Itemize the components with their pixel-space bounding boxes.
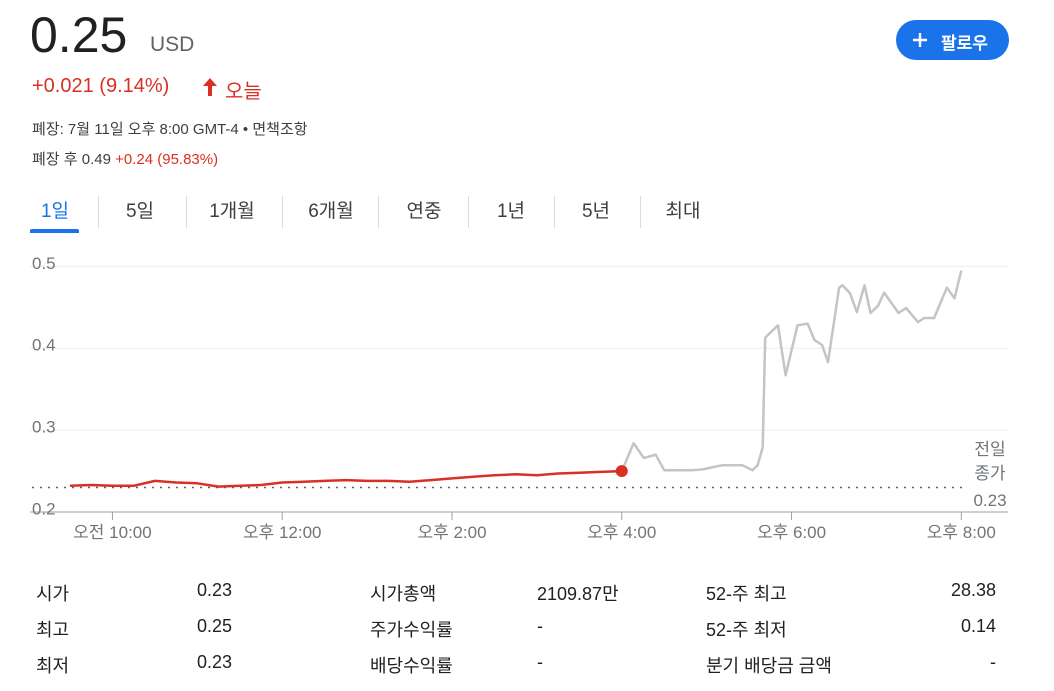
stat-label: 최고: [36, 620, 70, 640]
tab-separator: [639, 196, 641, 228]
stat-label: 52-주 최고: [706, 584, 787, 604]
y-tick-label: 0.4: [32, 336, 56, 355]
stat-value: -: [537, 616, 543, 636]
change: +0.021 (9.14%): [32, 75, 170, 97]
chart: 0.2 0.3 0.4 0.5 오전 10:00 오후 12:00 오후 2:00 오후 4:…: [30, 254, 1008, 542]
range-tab[interactable]: 5일: [125, 201, 155, 222]
stat-label: 배당수익률: [370, 656, 453, 676]
stat-label: 분기 배당금 금액: [706, 656, 832, 676]
after-hours: 폐장 후 0.49 +0.24 (95.83%): [32, 148, 218, 169]
price: 0.25: [30, 7, 128, 63]
follow-button[interactable]: 팔로우: [896, 20, 1009, 60]
stat-label: 최저: [36, 656, 70, 676]
price-line: [69, 469, 622, 488]
follow-label: 팔로우: [941, 34, 988, 53]
range-tab[interactable]: 1년: [496, 201, 526, 222]
stat-value: 0.14: [960, 616, 996, 636]
x-tick-label: 오후 8:00: [927, 523, 996, 542]
stat-label: 시가총액: [370, 584, 437, 604]
prev-close-value: 0.23: [973, 491, 1006, 510]
x-tick-label: 오후 2:00: [417, 523, 486, 542]
tab-separator: [467, 196, 469, 228]
closed-time: 폐장: 7월 11일 오후 8:00 GMT-4: [32, 121, 239, 138]
range-tab[interactable]: 1일: [40, 201, 70, 222]
prev-close-label: 종가: [974, 464, 1006, 483]
range-tab[interactable]: 연중: [406, 201, 442, 222]
stat-value: 0.23: [197, 652, 233, 672]
last-price-dot: [615, 465, 628, 478]
tab-separator: [553, 196, 555, 228]
range-tab[interactable]: 5년: [581, 201, 611, 222]
stat-value: -: [990, 652, 996, 672]
stat-value: 0.25: [197, 616, 233, 636]
y-tick-label: 0.3: [32, 418, 56, 437]
x-tick-label: 오전 10:00: [73, 523, 152, 542]
range-tab[interactable]: 6개월: [308, 201, 354, 222]
separator: •: [242, 121, 249, 138]
stat-label: 52-주 최저: [706, 620, 787, 640]
y-tick-label: 0.2: [32, 499, 56, 518]
y-tick-label: 0.5: [32, 254, 56, 273]
plus-icon: [913, 33, 927, 47]
tab-separator: [377, 196, 379, 228]
tab-separator: [97, 196, 99, 228]
x-tick-label: 오후 12:00: [243, 523, 322, 542]
up-arrow: [203, 78, 217, 96]
range-tab[interactable]: 1개월: [209, 201, 255, 222]
price-line: [620, 270, 963, 472]
x-tick-label: 오후 6:00: [757, 523, 826, 542]
after-hours-change: +0.24 (95.83%): [115, 151, 219, 168]
tab-separator: [186, 196, 187, 228]
x-tick-label: 오후 4:00: [587, 523, 656, 542]
tab-separator: [281, 196, 283, 228]
stat-value: -: [537, 652, 543, 672]
prev-close-label: 전일: [974, 440, 1005, 459]
stat-value: 2109.87만: [537, 584, 619, 604]
after-hours-price: 폐장 후 0.49: [32, 151, 111, 168]
stat-label: 주가수익률: [370, 620, 453, 640]
disclaimer-link[interactable]: 면책조항: [252, 121, 308, 138]
active-tab-indicator: [30, 229, 79, 233]
change-period: 오늘: [225, 81, 262, 103]
currency: USD: [150, 33, 195, 56]
stat-value: 28.38: [950, 580, 996, 600]
stat-value: 0.23: [197, 580, 233, 600]
stat-label: 시가: [36, 584, 70, 604]
closed-info: 폐장: 7월 11일 오후 8:00 GMT-4 • 면책조항: [32, 118, 308, 139]
range-tab[interactable]: 최대: [665, 201, 701, 222]
